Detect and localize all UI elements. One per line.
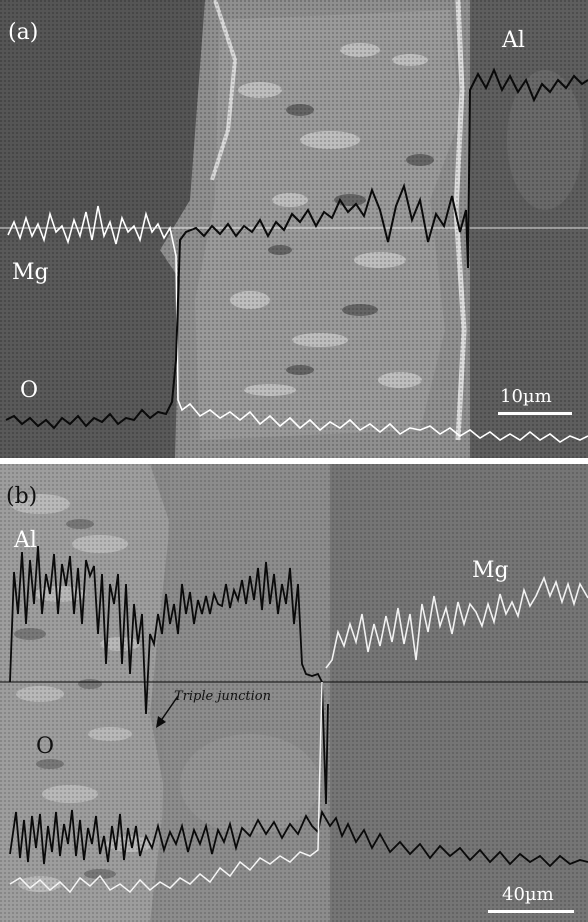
panel-a-scale-bar	[498, 412, 572, 415]
panel-b-label: (b)	[6, 484, 38, 509]
panel-separator	[0, 458, 588, 464]
al-linescan-b	[9, 545, 329, 805]
panel-b-o-label: O	[36, 734, 55, 759]
panel-a-mg-label: Mg	[12, 260, 49, 285]
triple-junction-label: Triple junction	[174, 689, 271, 704]
panel-a-label: (a)	[8, 20, 39, 45]
o-linescan-b	[9, 809, 588, 868]
panel-a-al-label: Al	[502, 28, 525, 53]
panel-a-o-label: O	[20, 378, 39, 403]
panel-b-micrograph: (b) Al Mg O Triple junction 40µm	[0, 464, 588, 922]
panel-a-image	[0, 0, 588, 458]
panel-a-scale-label: 10µm	[500, 386, 552, 407]
al-linescan-a	[5, 67, 588, 430]
mg-linescan-b	[325, 575, 588, 669]
panel-b-image	[0, 464, 588, 922]
panel-b-scale-bar	[488, 910, 574, 913]
panel-a-micrograph: (a) Al Mg O 10µm	[0, 0, 588, 458]
mg-linescan-a	[7, 205, 588, 443]
panel-b-mg-label: Mg	[472, 558, 509, 583]
panel-b-al-label: Al	[14, 528, 37, 553]
mg-linescan-b-lower	[9, 681, 323, 894]
triple-junction-arrow	[159, 695, 179, 723]
panel-b-scale-label: 40µm	[502, 884, 554, 905]
